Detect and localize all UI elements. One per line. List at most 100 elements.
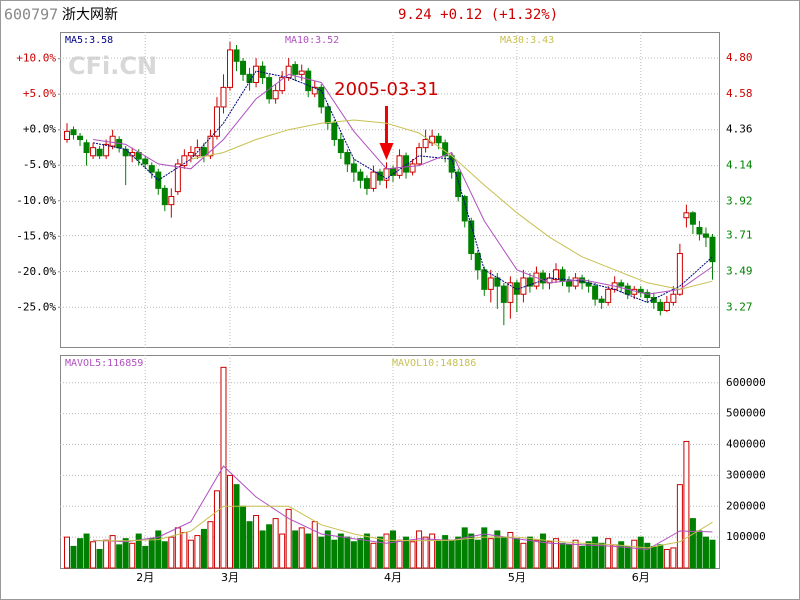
volume-bar	[566, 544, 573, 569]
y-tick-label: 500000	[726, 407, 766, 420]
volume-bar	[64, 536, 70, 569]
candle-body	[292, 64, 299, 75]
candle-body	[500, 285, 507, 303]
candle-body	[77, 135, 84, 141]
volume-bar	[631, 539, 638, 569]
candle-body	[344, 152, 351, 165]
candle-body	[618, 282, 625, 287]
volume-bar	[103, 539, 110, 569]
volume-bar	[605, 538, 612, 569]
y2-tick-label: +10.0%	[16, 52, 56, 65]
volume-bar	[344, 536, 351, 569]
volume-bar	[83, 533, 90, 569]
candle-body	[227, 49, 233, 88]
candle-body	[605, 288, 612, 303]
volume-bar	[435, 539, 442, 569]
volume-bar	[96, 548, 103, 569]
candle-body	[657, 301, 664, 312]
volume-bar	[396, 539, 403, 569]
candle-body	[142, 158, 149, 165]
volume-bar	[481, 527, 488, 569]
volume-bar	[292, 530, 299, 569]
volume-bar	[526, 536, 533, 569]
candle-body	[103, 143, 110, 157]
volume-bar	[507, 532, 514, 569]
y-tick-label: 400000	[726, 438, 766, 451]
candle-body	[663, 301, 670, 312]
candle-body	[442, 142, 449, 157]
x-tick-label: 3月	[221, 571, 239, 584]
volume-bar	[500, 536, 507, 569]
volume-bar	[663, 548, 670, 569]
volume-bar	[448, 539, 455, 569]
volume-bar	[370, 542, 377, 569]
volume-bar	[683, 440, 690, 569]
legend-entry: MA30:3.43	[500, 35, 554, 46]
y-tick-label: 200000	[726, 499, 766, 512]
candle-body	[676, 253, 683, 295]
candle-body	[266, 77, 273, 100]
candle-body	[109, 135, 116, 147]
candle-body	[487, 277, 494, 290]
volume-bar	[207, 521, 214, 569]
volume-bar	[494, 530, 501, 569]
candle-body	[539, 272, 546, 284]
candle-body	[396, 155, 403, 176]
legend-entry: MAVOL5:116859	[65, 358, 143, 369]
volume-bar	[670, 547, 677, 569]
candle-body	[370, 171, 377, 189]
candle-body	[233, 49, 240, 62]
legend-entry: MAVOL10:148186	[392, 358, 476, 369]
candle-body	[363, 178, 370, 189]
candle-body	[279, 77, 286, 92]
annotation-arrowhead	[379, 143, 394, 160]
volume-bar	[318, 536, 325, 569]
candle-body	[207, 135, 214, 157]
volume-bar	[357, 538, 364, 569]
volume-bar	[311, 521, 318, 569]
volume-bar	[285, 508, 292, 569]
y-tick-label: 3.71	[726, 229, 753, 242]
volume-bar	[689, 518, 696, 569]
volume-bar	[298, 527, 305, 569]
candle-body	[598, 298, 605, 303]
volume-bar	[637, 536, 644, 569]
candle-body	[161, 187, 168, 206]
volume-bar	[390, 530, 396, 569]
annotation: 2005-03-31	[334, 79, 439, 100]
legend-entry: MA5:3.58	[65, 35, 113, 46]
volume-bar	[474, 539, 481, 569]
candle-body	[520, 277, 527, 295]
volume-bar	[363, 533, 370, 569]
volume-bar	[579, 545, 586, 569]
candle-body	[148, 165, 155, 173]
watermark: CFi.CN	[68, 52, 157, 80]
volume-bar	[696, 530, 703, 569]
candle-body	[709, 236, 716, 263]
volume-bar	[331, 539, 338, 569]
candle-body	[507, 282, 514, 303]
legend-entry: MA10:3.52	[285, 35, 339, 46]
candle-body	[455, 171, 462, 198]
volume-bar	[592, 536, 599, 569]
y-tick-label: 4.36	[726, 123, 753, 136]
volume-bar	[187, 539, 194, 569]
candle-body	[90, 147, 97, 157]
candle-body	[429, 135, 436, 144]
candle-body	[702, 233, 709, 238]
volume-bar	[409, 541, 416, 569]
candle-body	[285, 65, 292, 79]
candle-body	[122, 148, 129, 157]
volume-bar	[598, 542, 605, 569]
volume-bar	[213, 490, 220, 569]
candle-body	[174, 163, 181, 193]
candle-body	[331, 122, 338, 141]
candle-body	[187, 152, 194, 157]
volume-bar	[246, 521, 253, 569]
candle-body	[96, 148, 103, 157]
candle-body	[64, 130, 70, 141]
volume-bar	[200, 528, 207, 569]
y2-tick-label: +5.0%	[23, 87, 56, 100]
